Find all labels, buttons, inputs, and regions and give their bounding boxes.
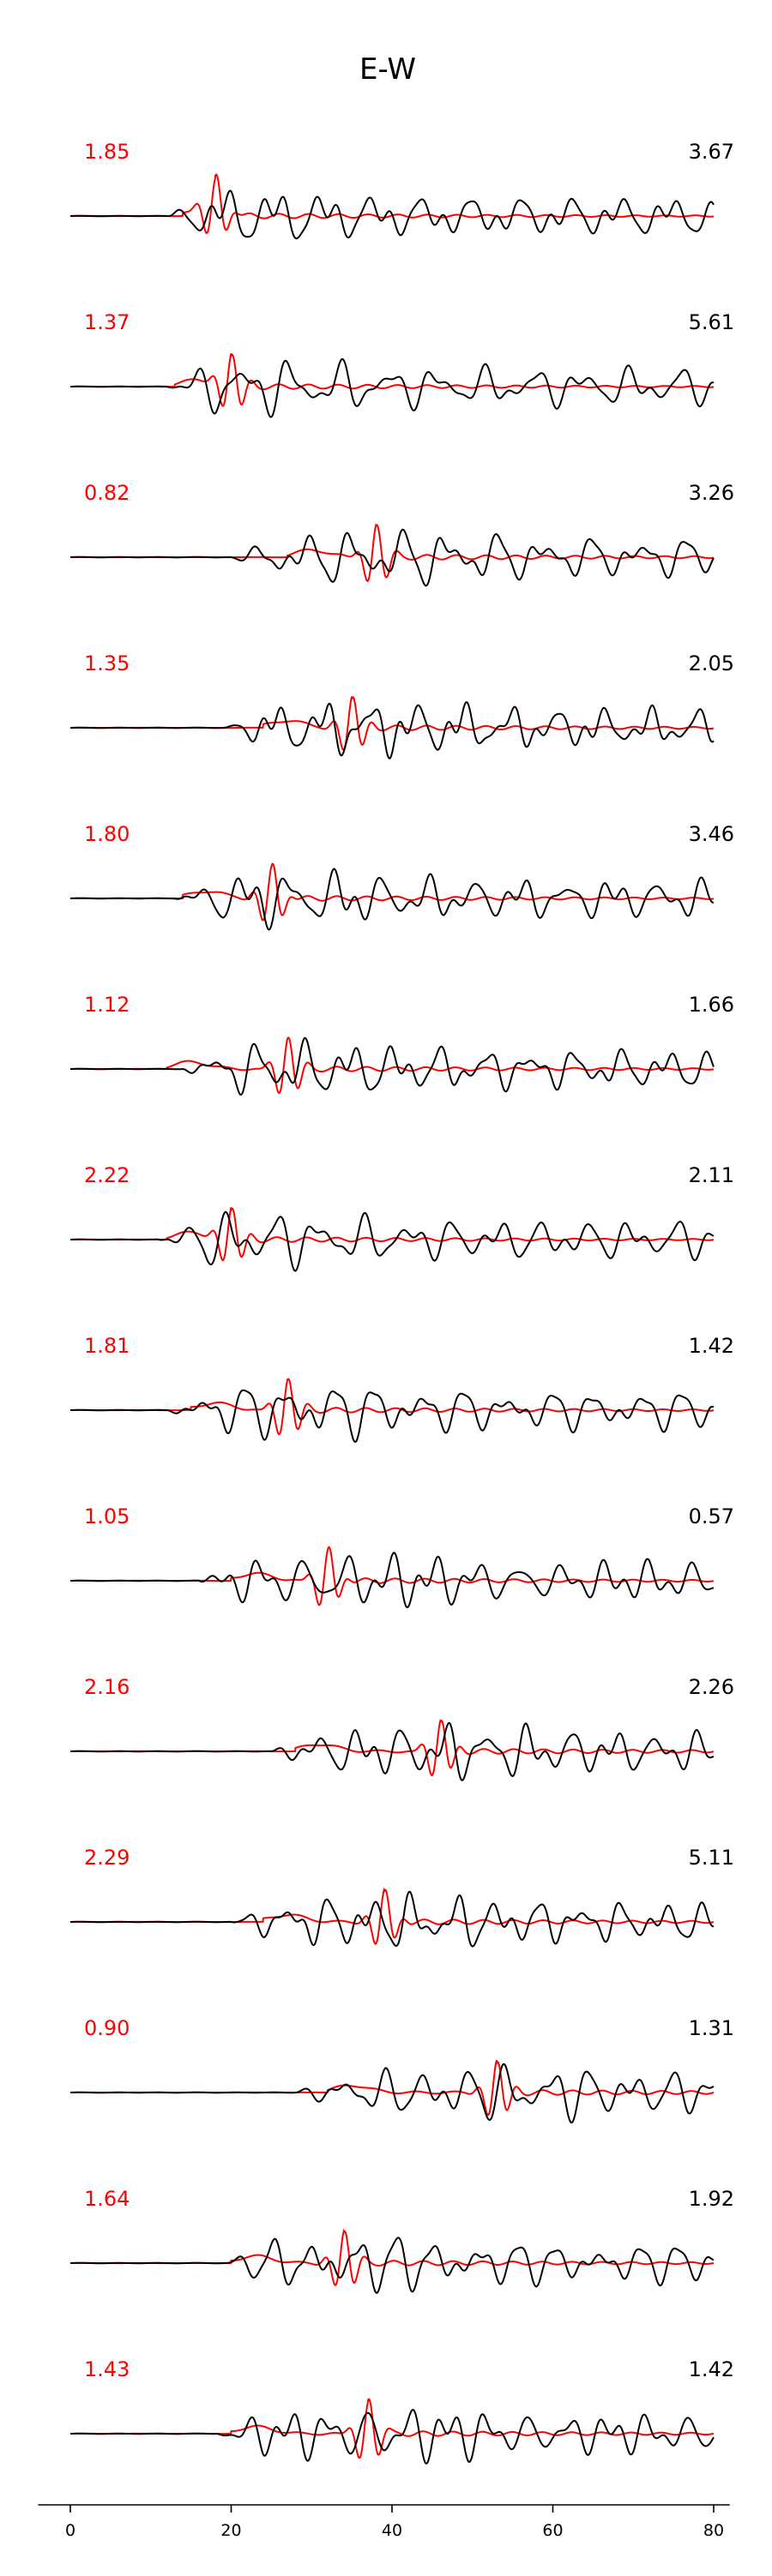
- trace-group: 1.12 1.66: [70, 993, 734, 1096]
- synthetic-trace: [70, 1378, 715, 1436]
- observed-amplitude-label: 1.66: [689, 993, 734, 1017]
- observed-trace: [70, 2063, 715, 2124]
- trace-group: 1.85 3.67: [70, 140, 734, 240]
- trace-group: 1.37 5.61: [70, 310, 734, 418]
- synthetic-amplitude-label: 0.82: [84, 481, 130, 505]
- chart-title: E-W: [359, 52, 416, 87]
- observed-amplitude-label: 0.57: [689, 1504, 734, 1528]
- x-axis: 0 20 40 60 80: [38, 2504, 730, 2540]
- trace-group: 2.16 2.26: [70, 1675, 734, 1781]
- x-tick-label: 60: [542, 2521, 563, 2540]
- observed-trace: [70, 1036, 715, 1096]
- trace-group: 1.43 1.42: [70, 2357, 734, 2465]
- synthetic-trace: [70, 523, 715, 582]
- synthetic-amplitude-label: 1.81: [84, 1334, 130, 1358]
- synthetic-amplitude-label: 1.12: [84, 993, 130, 1017]
- observed-amplitude-label: 1.42: [689, 1334, 734, 1358]
- observed-amplitude-label: 1.42: [689, 2357, 734, 2381]
- x-tick-label: 20: [220, 2521, 241, 2540]
- observed-amplitude-label: 2.11: [689, 1163, 734, 1187]
- observed-trace: [70, 189, 715, 240]
- synthetic-amplitude-label: 0.90: [84, 2016, 130, 2040]
- synthetic-amplitude-label: 1.37: [84, 310, 130, 334]
- synthetic-amplitude-label: 2.29: [84, 1846, 130, 1870]
- observed-amplitude-label: 5.61: [689, 310, 734, 334]
- synthetic-trace: [70, 2228, 715, 2286]
- synthetic-trace: [70, 1036, 714, 1095]
- observed-trace: [70, 1890, 714, 1948]
- observed-amplitude-label: 3.67: [689, 140, 734, 164]
- trace-group: 0.90 1.31: [70, 2016, 734, 2124]
- synthetic-amplitude-label: 1.05: [84, 1504, 130, 1528]
- trace-group: 1.05 0.57: [70, 1504, 734, 1609]
- synthetic-trace: [70, 862, 715, 922]
- trace-group: 1.64 1.92: [70, 2187, 734, 2294]
- observed-trace: [70, 2237, 715, 2294]
- observed-trace: [70, 1721, 715, 1781]
- observed-amplitude-label: 5.11: [689, 1846, 734, 1870]
- traces-layer: 1.85 3.67 1.37 5.61 0.82 3.26 1.35 2.05 1.80 3.46…: [70, 140, 734, 2465]
- trace-group: 2.22 2.11: [70, 1163, 734, 1272]
- x-tick-label: 80: [703, 2521, 724, 2540]
- trace-group: 1.35 2.05: [70, 652, 734, 760]
- observed-trace: [70, 868, 715, 931]
- synthetic-amplitude-label: 1.85: [84, 140, 130, 164]
- observed-amplitude-label: 2.05: [689, 652, 734, 676]
- trace-group: 1.81 1.42: [70, 1334, 734, 1443]
- observed-amplitude-label: 1.92: [689, 2187, 734, 2211]
- trace-group: 1.80 3.46: [70, 822, 734, 931]
- synthetic-amplitude-label: 1.80: [84, 822, 130, 846]
- synthetic-amplitude-label: 1.64: [84, 2187, 130, 2211]
- synthetic-amplitude-label: 2.16: [84, 1675, 130, 1699]
- observed-trace: [70, 1552, 715, 1609]
- observed-trace: [70, 701, 715, 760]
- observed-trace: [70, 528, 715, 587]
- observed-amplitude-label: 3.46: [689, 822, 734, 846]
- synthetic-trace: [70, 1207, 714, 1262]
- synthetic-trace: [70, 352, 714, 407]
- synthetic-amplitude-label: 1.35: [84, 652, 130, 676]
- x-tick-label: 0: [65, 2521, 75, 2540]
- observed-amplitude-label: 3.26: [689, 481, 734, 505]
- x-tick-label: 40: [382, 2521, 402, 2540]
- observed-trace: [70, 1210, 715, 1272]
- synthetic-trace: [70, 2398, 715, 2459]
- synthetic-amplitude-label: 1.43: [84, 2357, 130, 2381]
- observed-trace: [70, 1389, 715, 1443]
- trace-group: 0.82 3.26: [70, 481, 734, 587]
- synthetic-amplitude-label: 2.22: [84, 1163, 130, 1187]
- observed-trace: [70, 2409, 715, 2465]
- trace-group: 2.29 5.11: [70, 1846, 734, 1948]
- observed-amplitude-label: 1.31: [689, 2016, 734, 2040]
- synthetic-trace: [70, 173, 714, 235]
- synthetic-trace: [70, 696, 714, 751]
- observed-amplitude-label: 2.26: [689, 1675, 734, 1699]
- observed-trace: [70, 357, 715, 418]
- synthetic-trace: [70, 1887, 715, 1945]
